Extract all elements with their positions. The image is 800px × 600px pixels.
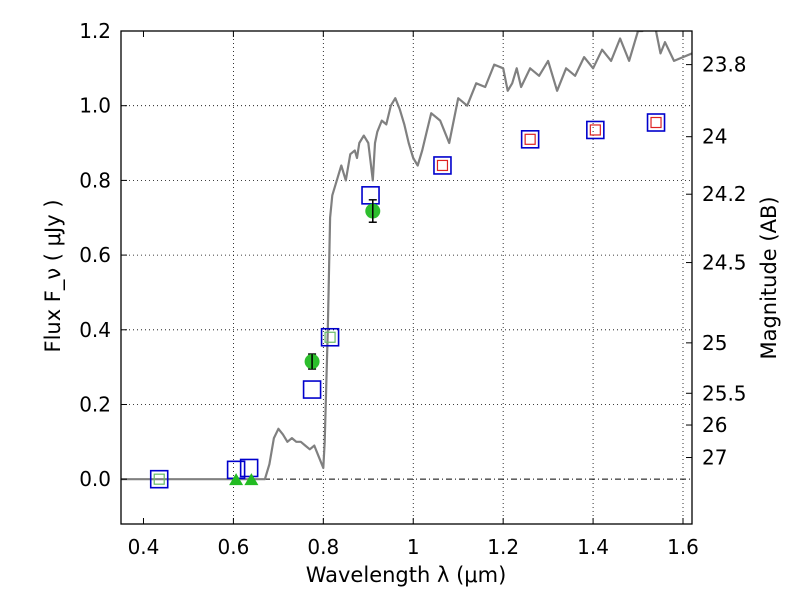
plot-series: [121, 31, 692, 481]
y2-tick-label: 24: [702, 125, 727, 149]
observed-limit-point: [324, 331, 336, 343]
model-spectrum-line: [121, 31, 692, 481]
y-tick-label: 0.0: [79, 467, 111, 491]
x-tick-label: 1.4: [577, 535, 609, 559]
model-photometry-point: [520, 130, 540, 149]
x-tick-label: 0.8: [307, 535, 339, 559]
y-tick-label: 0.4: [79, 318, 111, 342]
nondetection-marker: [229, 473, 244, 486]
model-photometry-point: [320, 327, 340, 347]
y-tick-label: 0.8: [79, 168, 111, 192]
observed-limit-point: [589, 124, 601, 136]
y-tick-label: 1.2: [79, 19, 111, 43]
observed-limit-point: [153, 473, 165, 485]
y2-tick-label: 25.5: [702, 381, 747, 405]
x-tick-label: 1.2: [487, 535, 519, 559]
observed-limit-point: [436, 159, 449, 172]
y2-tick-label: 26: [702, 413, 727, 437]
y-tick-label: 1.0: [79, 94, 111, 118]
model-photometry-point: [433, 156, 452, 175]
y2-tick-label: 27: [702, 446, 727, 470]
observed-limit-point: [524, 133, 536, 145]
y2-axis-label: Magnitude (AB): [757, 196, 781, 359]
x-axis-label: Wavelength λ (μm): [306, 563, 507, 587]
y2-tick-label: 25: [702, 331, 727, 355]
model-photometry-point: [646, 113, 666, 132]
nondetection-marker: [244, 473, 259, 486]
y2-tick-label: 24.2: [702, 182, 747, 206]
x-tick-label: 1.6: [667, 535, 699, 559]
tick-labels: 0.4 0.6 0.8 1 1.2 1.4 1.6 0.0 0.2 0.4 0.6 0.8 1.0 1.2…: [79, 19, 746, 559]
x-tick-label: 0.4: [128, 535, 160, 559]
grid: [121, 31, 692, 524]
y-tick-label: 0.2: [79, 392, 111, 416]
model-photometry-point: [239, 458, 259, 478]
y-axis-label: Flux F_ν ( μJy ): [41, 199, 66, 352]
axis-ticks: [121, 30, 692, 524]
x-tick-label: 1: [407, 535, 420, 559]
model-photometry-point: [302, 380, 322, 399]
model-photometry-point: [586, 120, 605, 140]
y2-tick-label: 24.5: [702, 251, 747, 275]
plot-area: [121, 31, 692, 489]
y-tick-label: 0.6: [79, 243, 111, 267]
plot-frame: [120, 30, 693, 525]
y2-tick-label: 23.8: [702, 53, 747, 77]
model-photometry-point: [361, 186, 380, 205]
observed-limit-point: [650, 116, 662, 129]
model-photometry-point: [149, 469, 169, 489]
x-tick-label: 0.6: [217, 535, 249, 559]
